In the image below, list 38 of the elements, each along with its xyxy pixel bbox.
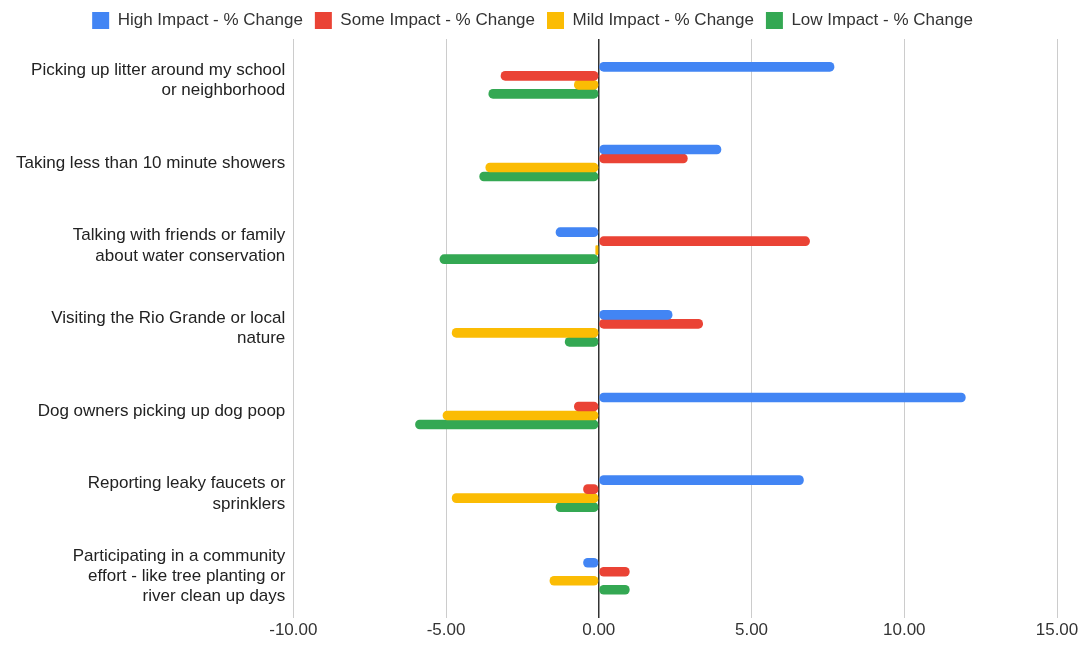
bar bbox=[485, 162, 599, 173]
legend-label: Mild Impact - % Change bbox=[572, 10, 754, 30]
legend-label: High Impact - % Change bbox=[117, 10, 303, 30]
bar bbox=[599, 236, 810, 246]
legend-label: Low Impact - % Change bbox=[791, 10, 973, 30]
bar bbox=[599, 475, 804, 485]
y-tick-label: Picking up litter around my school or neighborhood bbox=[31, 59, 286, 100]
bar bbox=[451, 493, 599, 503]
bar bbox=[599, 144, 722, 155]
bar bbox=[599, 153, 688, 164]
bar bbox=[415, 419, 599, 430]
bar bbox=[555, 227, 599, 237]
bar bbox=[555, 502, 599, 512]
bar bbox=[599, 392, 966, 403]
y-tick-label: Dog owners picking up dog poop bbox=[37, 400, 286, 420]
bar bbox=[442, 410, 599, 421]
bar bbox=[599, 62, 835, 72]
x-tick-label: 0.00 bbox=[582, 620, 616, 640]
bar bbox=[599, 309, 673, 320]
legend-label: Some Impact - % Change bbox=[340, 10, 536, 30]
y-tick-label: Participating in a community effort - like tree planting or river clean up days bbox=[72, 545, 286, 606]
y-tick-label: Reporting leaky faucets or sprinklers bbox=[87, 473, 286, 513]
bar bbox=[500, 71, 599, 81]
bar bbox=[439, 254, 599, 264]
x-tick-label: 15.00 bbox=[1035, 620, 1079, 640]
x-tick-label: 10.00 bbox=[882, 620, 926, 640]
bar bbox=[549, 575, 599, 586]
bar bbox=[488, 89, 599, 99]
bar bbox=[479, 171, 599, 182]
bar bbox=[451, 327, 599, 338]
y-tick-label: Visiting the Rio Grande or local nature bbox=[51, 307, 286, 348]
bar bbox=[599, 318, 703, 329]
x-tick-label: -5.00 bbox=[426, 620, 466, 640]
x-tick-label: 5.00 bbox=[734, 620, 769, 640]
x-tick-label: -10.00 bbox=[269, 620, 318, 640]
bar bbox=[564, 336, 599, 347]
y-tick-label: Taking less than 10 minute showers bbox=[16, 152, 286, 172]
y-tick-label: Talking with friends or family about water conservation bbox=[72, 225, 286, 265]
